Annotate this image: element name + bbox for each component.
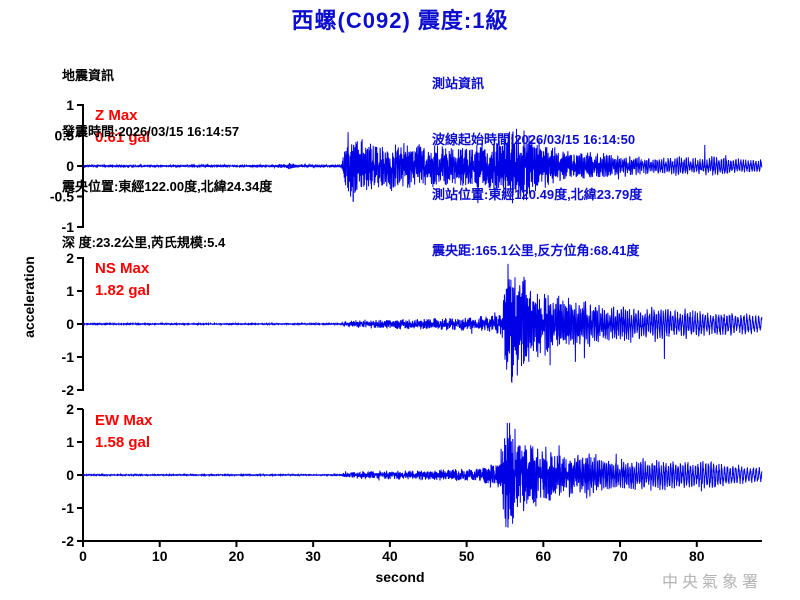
x-tick-label: 50 [459,548,475,564]
x-tick-label: 40 [382,548,398,564]
y-tick-label-ew: -1 [62,500,75,516]
station-location: 測站位置:東經120.49度,北緯23.79度 [432,187,643,202]
x-axis-label: second [375,569,425,585]
station-distance-azimuth: 震央距:165.1公里,反方位角:68.41度 [432,242,640,258]
y-tick-label-z: 0 [66,158,74,174]
channel-label-z: Z Max [95,107,138,124]
page-title: 西螺(C092) 震度:1級 [291,8,509,33]
y-tick-label-ns: -2 [62,382,75,398]
y-tick-label-ew: -2 [62,533,75,549]
y-tick-label-ns: 2 [66,250,74,266]
y-tick-label-ns: -1 [62,349,75,365]
event-depth-magnitude: 深 度:23.2公里,芮氏規模:5.4 [62,234,226,250]
waveform-trace-z [82,128,763,204]
channel-max-value-ns: 1.82 gal [95,282,150,299]
x-tick-label: 30 [305,548,321,564]
y-tick-label-z: -0.5 [50,189,74,205]
x-tick-label: 60 [536,548,552,564]
station-info-heading: 測站資訊 [432,76,485,91]
station-info-block: 測站資訊 波線起始時間:2026/03/15 16:14:50 測站位置:東經1… [432,38,642,279]
y-tick-label-ew: 0 [66,467,74,483]
event-info-heading: 地震資訊 [62,68,115,83]
x-tick-label: 0 [79,548,87,564]
channel-max-value-ew: 1.58 gal [95,434,150,451]
y-tick-label-ew: 1 [66,434,74,450]
x-tick-label: 70 [612,548,628,564]
channel-label-ns: NS Max [95,260,150,277]
event-origin-time: 發震時間:2026/03/15 16:14:57 [62,123,240,139]
y-tick-label-ew: 2 [66,401,74,417]
y-tick-label-ns: 0 [66,316,74,332]
y-tick-label-ns: 1 [66,283,74,299]
y-tick-label-z: -1 [62,219,75,235]
x-tick-label: 80 [689,548,705,564]
y-axis-label: acceleration [21,256,37,338]
waveform-trace-ew [82,422,763,528]
event-epicenter: 震央位置:東經122.00度,北緯24.34度 [62,179,273,194]
y-tick-label-z: 1 [66,97,74,113]
y-tick-label-z: 0.5 [55,128,75,144]
x-tick-label: 10 [152,548,168,564]
earthquake-info-block: 地震資訊 發震時間:2026/03/15 16:14:57 震央位置:東經122… [62,30,272,271]
channel-max-value-z: 0.61 gal [95,129,150,146]
channel-label-ew: EW Max [95,412,153,429]
x-tick-label: 20 [229,548,245,564]
station-wave-start-time: 波線起始時間:2026/03/15 16:14:50 [432,131,636,147]
waveform-trace-ns [82,263,763,383]
agency-watermark: 中央氣象署 [661,574,762,591]
